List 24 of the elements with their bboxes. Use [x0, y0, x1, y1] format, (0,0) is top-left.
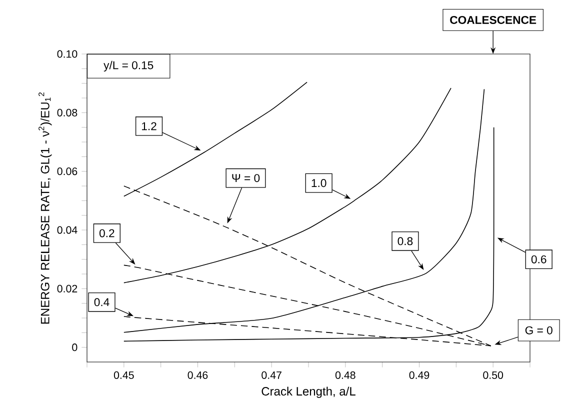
text: 0.6: [531, 255, 546, 264]
text: 0.8: [398, 237, 413, 246]
y-tick-label: 0.02: [57, 284, 78, 292]
annotation: y/L = 0.15: [104, 60, 154, 72]
text: COALESCENCE: [450, 16, 536, 24]
x-tick-label: 0.50: [483, 371, 504, 379]
y-tick-label: 0: [72, 344, 78, 352]
x-tick-label: 0.48: [335, 371, 356, 379]
x-tick-label: 0.49: [409, 371, 430, 379]
x-axis-title: Crack Length, a/L: [262, 386, 356, 398]
text: 0.2: [100, 229, 114, 238]
text: Ψ = 0: [232, 174, 260, 182]
y-tick-label: 0.04: [57, 226, 78, 234]
y-tick-label: 0.10: [57, 50, 78, 58]
series-label: 0.4: [94, 298, 110, 306]
y-axis-title: ENERGY RELEASE RATE, GL(1 - ν$^{2}$)/EU$_{1}$2: [38, 92, 52, 324]
y-tick-label: 0.06: [57, 168, 78, 176]
y-tick-label: 0.08: [57, 108, 78, 116]
x-tick-label: 0.46: [188, 371, 208, 379]
text: 1.2: [142, 122, 156, 130]
x-tick-label: 0.45: [114, 371, 134, 379]
text: 1.0: [312, 179, 326, 188]
annotation: G = 0: [525, 326, 552, 334]
x-tick-label: 0.47: [262, 371, 282, 379]
